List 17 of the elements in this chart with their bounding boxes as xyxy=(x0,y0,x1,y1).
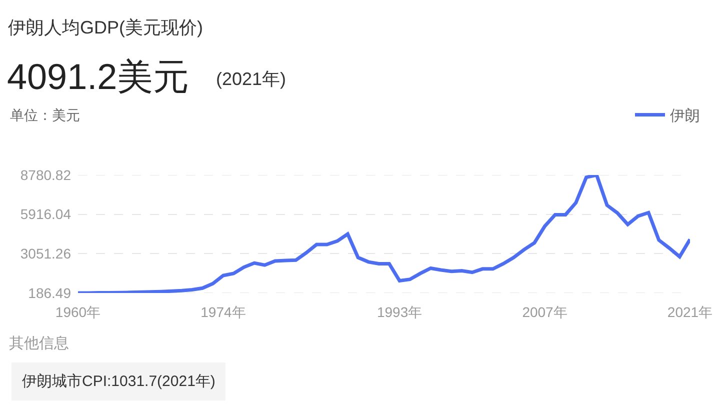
x-tick-label: 1960年 xyxy=(55,304,101,320)
text: 伊朗城市CPI:1031.7(2021年) xyxy=(22,373,216,390)
legend-label: 伊朗 xyxy=(670,108,700,125)
y-tick-label: 8780.82 xyxy=(20,166,72,183)
line-series xyxy=(78,175,690,293)
y-axis-title: 单位：美元 xyxy=(10,107,80,123)
x-tick-label: 1974年 xyxy=(200,304,246,320)
y-tick-label: 186.49 xyxy=(28,284,72,301)
y-tick-label: 5916.04 xyxy=(20,206,72,222)
text: (2021年) xyxy=(216,69,286,89)
x-tick-label: 1993年 xyxy=(376,304,422,320)
chart-subtitle: 4091.2美元 xyxy=(7,56,190,97)
y-tick-label: 3051.26 xyxy=(20,246,72,262)
chart-title: 伊朗人均GDP(美元现价) xyxy=(8,17,203,38)
x-tick-label: 2007年 xyxy=(522,304,568,320)
text: 其他信息 xyxy=(9,335,69,352)
x-tick-label: 2021年 xyxy=(667,304,713,320)
